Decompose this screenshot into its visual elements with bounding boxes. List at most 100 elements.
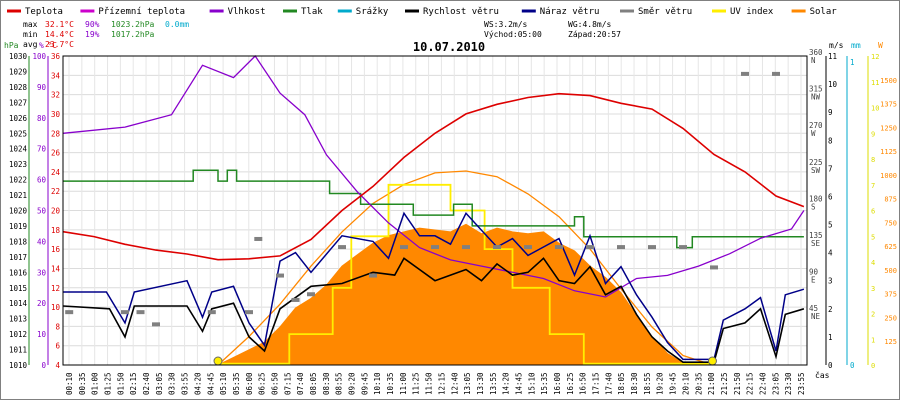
axis-hpa-tick-3: 1027 — [9, 98, 27, 107]
series-smer-mark-18 — [586, 245, 594, 250]
axis-x-tick-38: 16:00 — [553, 372, 562, 395]
axis-dir-deg-3: 225 — [809, 158, 823, 167]
axis-pct-tick-1: 90 — [37, 83, 47, 92]
axis-dir-name-7: NE — [811, 312, 821, 321]
axis-x-tick-21: 08:55 — [335, 372, 344, 395]
axis-x-tick-54: 22:40 — [758, 372, 767, 395]
axis-ms-tick-2: 9 — [828, 108, 833, 117]
axis-degc-tick-1: 34 — [51, 71, 61, 80]
axis-ms-unit: m/s — [829, 41, 844, 50]
axis-x-tick-22: 09:20 — [348, 372, 357, 395]
legend-label-8: UV index — [730, 7, 774, 17]
axis-dir-name-0: N — [811, 56, 816, 65]
axis-x-tick-24: 10:10 — [373, 372, 382, 395]
series-smer-mark-0 — [65, 310, 74, 315]
axis-x-tick-9: 03:55 — [181, 372, 190, 395]
axis-pct-tick-9: 10 — [37, 330, 47, 339]
stat-0-1: 32.1°C — [45, 20, 74, 29]
legend-label-3: Tlak — [301, 7, 323, 17]
axis-hpa-tick-6: 1024 — [9, 145, 28, 154]
axis-x-label: čas — [815, 370, 830, 380]
axis-x-tick-16: 06:50 — [270, 372, 279, 395]
info-sunset: Západ:20:57 — [568, 30, 621, 39]
axis-x-tick-56: 23:30 — [784, 372, 793, 395]
series-smer-mark-15 — [493, 245, 501, 250]
axis-pct-tick-5: 50 — [37, 207, 47, 216]
axis-pct-tick-7: 30 — [37, 268, 47, 277]
axis-uv-tick-3: 9 — [871, 130, 875, 138]
series-smer-mark-4 — [207, 310, 216, 315]
series-smer-mark-14 — [462, 245, 470, 250]
sunrise-marker — [213, 356, 223, 366]
axis-x-tick-32: 13:30 — [476, 372, 485, 395]
axis-w-tick-0: 1500 — [880, 77, 897, 85]
series-smer-mark-2 — [136, 310, 145, 315]
axis-w-tick-8: 500 — [884, 267, 897, 275]
axis-w-tick-7: 625 — [884, 243, 897, 251]
axis-x-tick-39: 16:25 — [566, 372, 575, 395]
info-sunrise: Východ:05:00 — [484, 30, 542, 39]
legend-label-4: Srážky — [356, 7, 389, 17]
axis-x-tick-25: 10:35 — [386, 372, 395, 395]
axis-degc-tick-9: 18 — [51, 226, 61, 235]
axis-ms-tick-0: 11 — [828, 52, 837, 61]
axis-degc-tick-10: 16 — [51, 245, 61, 254]
axis-dir-name-5: SE — [811, 239, 821, 248]
axis-x-tick-18: 07:40 — [296, 372, 305, 395]
series-smer-mark-23 — [741, 71, 749, 76]
axis-degc-tick-5: 26 — [51, 149, 61, 158]
legend-label-2: Vlhkost — [228, 7, 266, 17]
axis-pct-tick-8: 20 — [37, 299, 47, 308]
plot-border — [62, 55, 808, 366]
axis-x-tick-50: 21:00 — [707, 372, 716, 395]
axis-x-tick-40: 16:50 — [579, 372, 588, 395]
stat-1-0: min — [23, 30, 38, 39]
axis-x-tick-19: 08:05 — [309, 372, 318, 395]
axis-degc-tick-3: 30 — [51, 110, 61, 119]
stat-0-4: 0.0mm — [165, 20, 189, 29]
axis-hpa-tick-18: 1012 — [9, 330, 27, 339]
axis-x-tick-5: 02:15 — [129, 372, 138, 395]
axis-w-tick-1: 1375 — [880, 101, 897, 109]
series-smer-mark-17 — [555, 245, 563, 250]
axis-uv-tick-0: 12 — [871, 53, 879, 61]
axis-degc-tick-8: 20 — [51, 207, 61, 216]
series-smer-mark-8 — [291, 297, 300, 302]
stat-0-0: max — [23, 20, 38, 29]
axis-dir-deg-4: 180 — [809, 194, 823, 203]
axis-dir-deg-5: 135 — [809, 231, 823, 240]
axis-w-unit: W — [878, 41, 883, 50]
axis-x-tick-29: 12:15 — [437, 372, 446, 395]
axis-dir-name-2: W — [811, 129, 816, 138]
axis-hpa-tick-1: 1029 — [9, 67, 27, 76]
axis-x-tick-49: 20:35 — [694, 372, 703, 395]
axis-hpa-tick-11: 1019 — [9, 222, 27, 231]
axis-uv-tick-7: 5 — [871, 233, 875, 241]
info-ws: WS:3.2m/s — [484, 20, 528, 29]
axis-x-tick-35: 14:45 — [514, 372, 523, 395]
legend-label-6: Náraz větru — [540, 7, 600, 17]
axis-x-tick-8: 03:30 — [168, 372, 177, 395]
series-smer-mark-9 — [307, 292, 315, 297]
axis-x-tick-2: 01:00 — [91, 372, 100, 395]
axis-x-tick-7: 03:05 — [155, 372, 164, 395]
axis-mm-tick-0: 1 — [850, 58, 855, 67]
axis-ms-tick-11: 0 — [828, 361, 833, 370]
axis-pct-tick-4: 60 — [37, 176, 47, 185]
axis-x-tick-12: 05:10 — [219, 372, 228, 395]
axis-hpa-tick-12: 1018 — [9, 237, 28, 246]
axis-hpa-tick-15: 1015 — [9, 284, 27, 293]
axis-w-tick-9: 375 — [884, 291, 897, 299]
axis-x-tick-6: 02:40 — [142, 372, 151, 395]
axis-x-tick-15: 06:25 — [258, 372, 267, 395]
stat-1-2: 19% — [85, 30, 100, 39]
axis-ms-tick-7: 4 — [828, 249, 833, 258]
stat-1-3: 1017.2hPa — [111, 30, 155, 39]
series-naraz — [63, 211, 805, 361]
axis-uv-tick-4: 8 — [871, 156, 875, 164]
axis-ms-tick-8: 3 — [828, 277, 833, 286]
axis-hpa-tick-4: 1026 — [9, 114, 28, 123]
axis-hpa-tick-17: 1013 — [9, 315, 27, 324]
axis-degc-tick-11: 14 — [51, 264, 61, 273]
axis-degc-tick-7: 22 — [51, 187, 60, 196]
